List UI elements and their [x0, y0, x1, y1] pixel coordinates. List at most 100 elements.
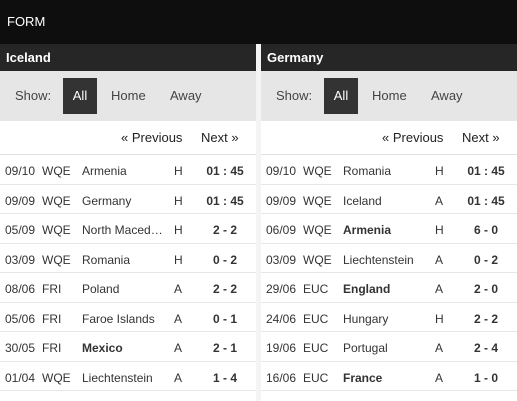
next-link[interactable]: Next »	[201, 130, 239, 145]
match-row[interactable]: 05/09 WQE North Macedonia H 2 - 2	[0, 214, 256, 244]
show-label: Show:	[15, 88, 52, 103]
match-opponent: Hungary	[343, 311, 389, 326]
match-home-away: H	[174, 193, 183, 208]
match-date: 03/09	[266, 252, 297, 267]
match-row[interactable]: 24/06 EUC Hungary H 2 - 2	[261, 303, 517, 332]
match-competition: EUC	[303, 282, 329, 296]
match-score: 1 - 0	[473, 370, 498, 385]
match-opponent: England	[343, 282, 391, 296]
match-opponent: Romania	[82, 252, 131, 267]
pager: « Previous Next »	[0, 121, 256, 154]
match-opponent: Armenia	[82, 164, 127, 178]
match-opponent: Poland	[82, 282, 120, 296]
match-home-away: H	[174, 252, 183, 267]
match-date: 09/09	[5, 193, 36, 208]
match-row[interactable]: 01/04 WQE Liechtenstein A 1 - 4	[0, 362, 256, 391]
match-home-away: A	[435, 252, 444, 267]
match-opponent: France	[343, 370, 383, 385]
match-opponent: Liechtenstein	[82, 370, 153, 385]
match-home-away: A	[174, 370, 183, 385]
match-opponent: Liechtenstein	[343, 252, 414, 267]
match-date: 08/06	[5, 282, 36, 296]
match-row[interactable]: 05/06 FRI Faroe Islands A 0 - 1	[0, 303, 256, 332]
match-date: 09/10	[266, 164, 297, 178]
match-home-away: H	[435, 164, 444, 178]
match-score: 0 - 2	[473, 252, 498, 267]
filter-all-button[interactable]: All	[324, 78, 358, 114]
match-row[interactable]: 03/09 WQE Romania H 0 - 2	[0, 244, 256, 273]
match-row[interactable]: 08/06 FRI Poland A 2 - 2	[0, 273, 256, 303]
match-score: 01 : 45	[467, 164, 505, 178]
filter-bar: Show: All Home Away	[261, 71, 517, 121]
match-competition: FRI	[42, 282, 62, 296]
match-list: 09/10 WQE Romania H 01 : 45 09/09 WQE Iceland A 0…	[261, 154, 517, 391]
match-home-away: H	[174, 164, 183, 178]
match-score: 2 - 0	[473, 282, 498, 296]
match-competition: WQE	[42, 193, 71, 208]
match-date: 19/06	[266, 341, 297, 355]
match-competition: FRI	[42, 311, 62, 326]
match-home-away: A	[174, 311, 183, 326]
filter-bar: Show: All Home Away	[0, 71, 256, 121]
filter-home-button[interactable]: Home	[372, 88, 407, 103]
match-opponent: Mexico	[82, 341, 123, 355]
match-opponent: Portugal	[343, 341, 388, 355]
filter-all-button[interactable]: All	[63, 78, 97, 114]
match-row[interactable]: 09/09 WQE Iceland A 01 : 45	[261, 185, 517, 214]
match-opponent: Iceland	[343, 193, 382, 208]
match-date: 01/04	[5, 370, 36, 385]
match-row[interactable]: 30/05 FRI Mexico A 2 - 1	[0, 332, 256, 362]
previous-link[interactable]: « Previous	[121, 130, 183, 145]
match-row[interactable]: 29/06 EUC England A 2 - 0	[261, 273, 517, 303]
pager: « Previous Next »	[261, 121, 517, 154]
filter-home-button[interactable]: Home	[111, 88, 146, 103]
match-date: 29/06	[266, 282, 297, 296]
team-name: Germany	[261, 44, 517, 71]
panel-divider	[256, 44, 261, 401]
show-label: Show:	[276, 88, 313, 103]
match-competition: WQE	[303, 252, 332, 267]
match-date: 09/10	[5, 164, 36, 178]
match-score: 01 : 45	[206, 193, 244, 208]
match-row[interactable]: 16/06 EUC France A 1 - 0	[261, 362, 517, 391]
match-list: 09/10 WQE Armenia H 01 : 45 09/09 WQE Germany H 0…	[0, 154, 256, 391]
filter-away-button[interactable]: Away	[170, 88, 202, 103]
next-link[interactable]: Next »	[462, 130, 500, 145]
match-score: 2 - 2	[212, 223, 237, 237]
match-home-away: A	[435, 370, 444, 385]
match-competition: WQE	[303, 223, 332, 237]
match-score: 2 - 2	[473, 311, 498, 326]
match-date: 05/09	[5, 223, 36, 237]
match-competition: EUC	[303, 370, 329, 385]
match-score: 0 - 1	[212, 311, 237, 326]
match-opponent: Faroe Islands	[82, 311, 155, 326]
match-date: 30/05	[5, 341, 36, 355]
match-competition: WQE	[42, 164, 71, 178]
match-date: 09/09	[266, 193, 297, 208]
previous-link[interactable]: « Previous	[382, 130, 444, 145]
match-competition: EUC	[303, 341, 329, 355]
match-date: 03/09	[5, 252, 36, 267]
match-row[interactable]: 19/06 EUC Portugal A 2 - 4	[261, 332, 517, 362]
match-home-away: A	[435, 193, 444, 208]
match-date: 06/09	[266, 223, 297, 237]
match-score: 01 : 45	[467, 193, 505, 208]
match-row[interactable]: 09/10 WQE Romania H 01 : 45	[261, 155, 517, 185]
team-name: Iceland	[0, 44, 256, 71]
match-row[interactable]: 06/09 WQE Armenia H 6 - 0	[261, 214, 517, 244]
match-row[interactable]: 09/10 WQE Armenia H 01 : 45	[0, 155, 256, 185]
match-competition: WQE	[303, 164, 332, 178]
match-row[interactable]: 03/09 WQE Liechtenstein A 0 - 2	[261, 244, 517, 273]
match-score: 2 - 1	[212, 341, 237, 355]
form-header: FORM	[0, 0, 517, 44]
match-competition: WQE	[42, 252, 71, 267]
match-opponent: Armenia	[343, 223, 392, 237]
match-competition: WQE	[42, 370, 71, 385]
match-date: 24/06	[266, 311, 297, 326]
page-title: FORM	[7, 14, 46, 29]
filter-away-button[interactable]: Away	[431, 88, 463, 103]
match-score: 6 - 0	[473, 223, 498, 237]
match-opponent: Romania	[343, 164, 392, 178]
match-competition: WQE	[303, 193, 332, 208]
match-row[interactable]: 09/09 WQE Germany H 01 : 45	[0, 185, 256, 214]
